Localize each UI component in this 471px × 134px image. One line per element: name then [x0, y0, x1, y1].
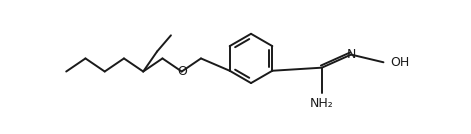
- Text: O: O: [177, 65, 187, 78]
- Text: NH₂: NH₂: [310, 97, 334, 110]
- Text: OH: OH: [390, 56, 410, 69]
- Text: N: N: [347, 48, 356, 61]
